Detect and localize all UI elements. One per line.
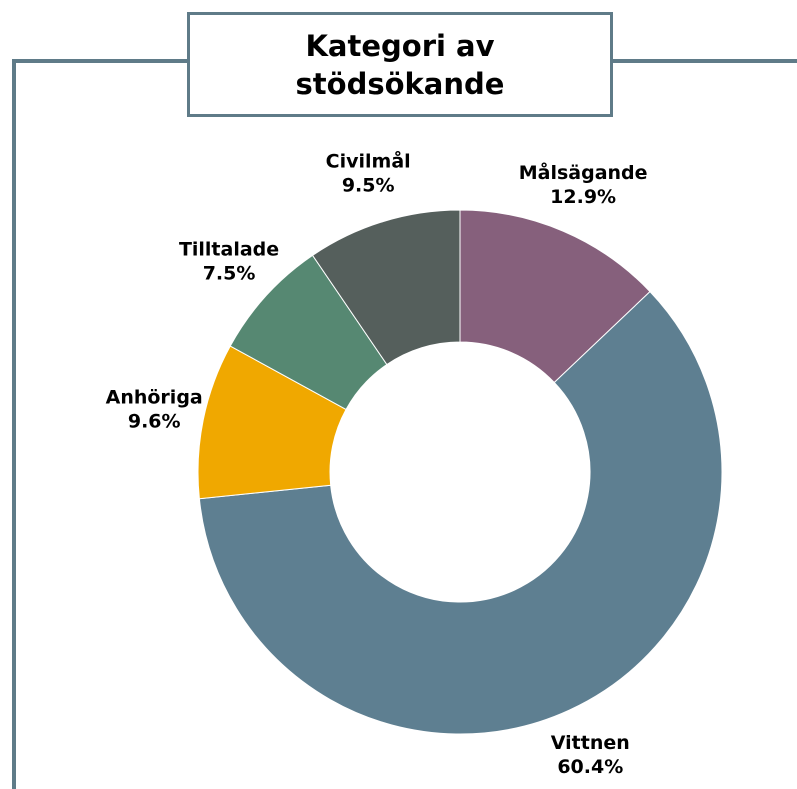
title-box: Kategori av stödsökande xyxy=(187,12,613,117)
value-label: 7.5% xyxy=(203,263,256,285)
donut-slice xyxy=(198,290,723,735)
slice-label: Målsägande xyxy=(519,160,648,184)
slice-label: Vittnen xyxy=(551,732,630,754)
value-label: 12.9% xyxy=(550,186,616,208)
value-label: 9.6% xyxy=(128,411,181,433)
slice-label: Civilmål xyxy=(326,148,411,172)
value-label: 9.5% xyxy=(342,174,395,196)
chart-title: Kategori av stödsökande xyxy=(295,28,505,101)
value-label: 60.4% xyxy=(557,756,623,778)
slice-label: Tilltalade xyxy=(179,239,279,261)
slice-label: Anhöriga xyxy=(106,387,203,409)
donut-slice xyxy=(311,209,461,366)
frame-left xyxy=(12,59,190,789)
